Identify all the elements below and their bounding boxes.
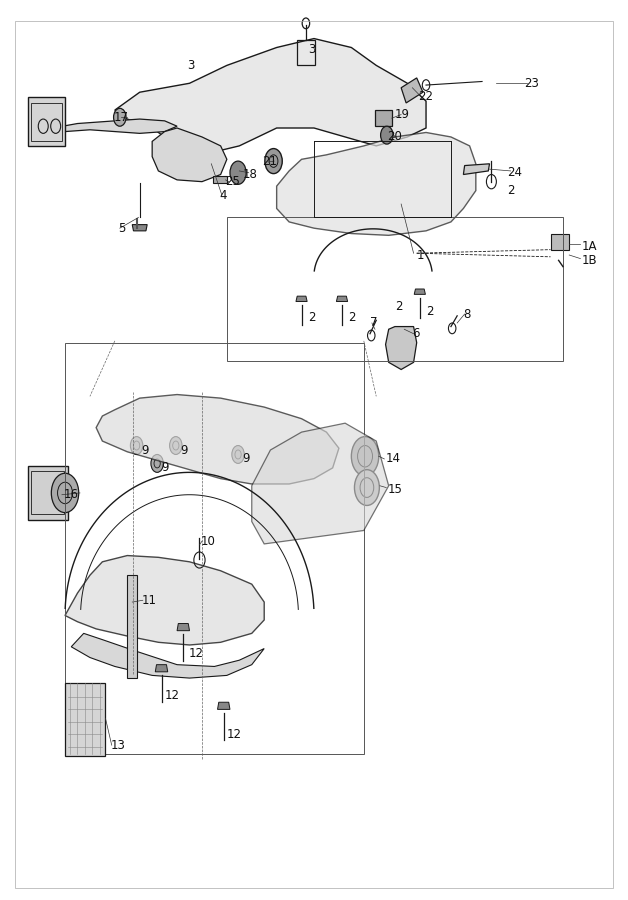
Text: 9: 9 xyxy=(161,462,169,474)
Bar xyxy=(296,40,315,66)
Text: 13: 13 xyxy=(111,739,126,752)
Text: 22: 22 xyxy=(419,90,433,104)
Circle shape xyxy=(131,436,143,454)
Bar xyxy=(28,96,65,146)
Polygon shape xyxy=(115,39,426,155)
Polygon shape xyxy=(71,634,264,678)
Text: 2: 2 xyxy=(349,311,355,324)
Polygon shape xyxy=(65,682,106,756)
Text: 3: 3 xyxy=(308,43,315,56)
Polygon shape xyxy=(217,702,230,709)
Polygon shape xyxy=(414,289,425,294)
Text: 23: 23 xyxy=(524,76,539,90)
Text: 1: 1 xyxy=(417,248,424,262)
Text: 12: 12 xyxy=(165,689,180,703)
Circle shape xyxy=(51,473,78,513)
Text: 2: 2 xyxy=(308,311,315,324)
Text: 3: 3 xyxy=(187,58,195,72)
Bar xyxy=(65,343,364,754)
Bar xyxy=(31,103,62,141)
Text: 7: 7 xyxy=(370,317,377,329)
Text: 20: 20 xyxy=(387,130,403,143)
Polygon shape xyxy=(386,327,417,370)
Polygon shape xyxy=(463,164,490,175)
Circle shape xyxy=(170,436,182,454)
Polygon shape xyxy=(133,225,147,231)
Text: 1A: 1A xyxy=(582,239,597,253)
Text: 2: 2 xyxy=(507,184,514,197)
Polygon shape xyxy=(375,110,392,126)
Bar xyxy=(31,472,65,515)
Text: 24: 24 xyxy=(507,166,522,179)
Polygon shape xyxy=(277,132,476,235)
Bar xyxy=(551,233,569,249)
Circle shape xyxy=(230,161,246,184)
Text: 25: 25 xyxy=(225,176,241,188)
Circle shape xyxy=(114,108,126,126)
Bar xyxy=(127,575,137,678)
Polygon shape xyxy=(152,128,227,182)
Text: 6: 6 xyxy=(413,328,420,340)
Text: 1B: 1B xyxy=(582,254,597,267)
Polygon shape xyxy=(213,176,227,184)
Text: 8: 8 xyxy=(463,308,471,320)
Text: 16: 16 xyxy=(64,488,78,501)
Polygon shape xyxy=(65,555,264,645)
Text: 12: 12 xyxy=(188,647,203,661)
Text: 9: 9 xyxy=(141,444,148,456)
Polygon shape xyxy=(252,423,389,544)
Polygon shape xyxy=(337,296,348,302)
Text: 12: 12 xyxy=(227,728,242,741)
Circle shape xyxy=(351,436,379,476)
Text: 5: 5 xyxy=(118,221,126,235)
Polygon shape xyxy=(401,78,423,103)
Bar xyxy=(227,218,563,361)
Polygon shape xyxy=(296,296,307,302)
Text: 15: 15 xyxy=(387,483,403,496)
Text: 19: 19 xyxy=(395,108,410,122)
Text: 9: 9 xyxy=(180,444,188,456)
Polygon shape xyxy=(155,665,168,671)
Text: 9: 9 xyxy=(242,453,250,465)
Text: 11: 11 xyxy=(141,594,156,607)
Circle shape xyxy=(151,454,163,472)
Text: 17: 17 xyxy=(114,111,129,124)
Bar xyxy=(28,466,68,520)
Circle shape xyxy=(232,446,244,464)
Text: 2: 2 xyxy=(395,301,403,313)
Circle shape xyxy=(354,470,379,506)
Circle shape xyxy=(265,148,282,174)
Text: 4: 4 xyxy=(219,189,227,202)
Circle shape xyxy=(381,126,393,144)
Polygon shape xyxy=(177,624,190,631)
Polygon shape xyxy=(40,119,177,139)
Text: 2: 2 xyxy=(426,305,433,318)
Text: 10: 10 xyxy=(201,535,215,548)
Text: 21: 21 xyxy=(263,156,278,168)
Polygon shape xyxy=(96,394,339,484)
Text: 18: 18 xyxy=(242,168,257,181)
Text: 14: 14 xyxy=(386,453,401,465)
